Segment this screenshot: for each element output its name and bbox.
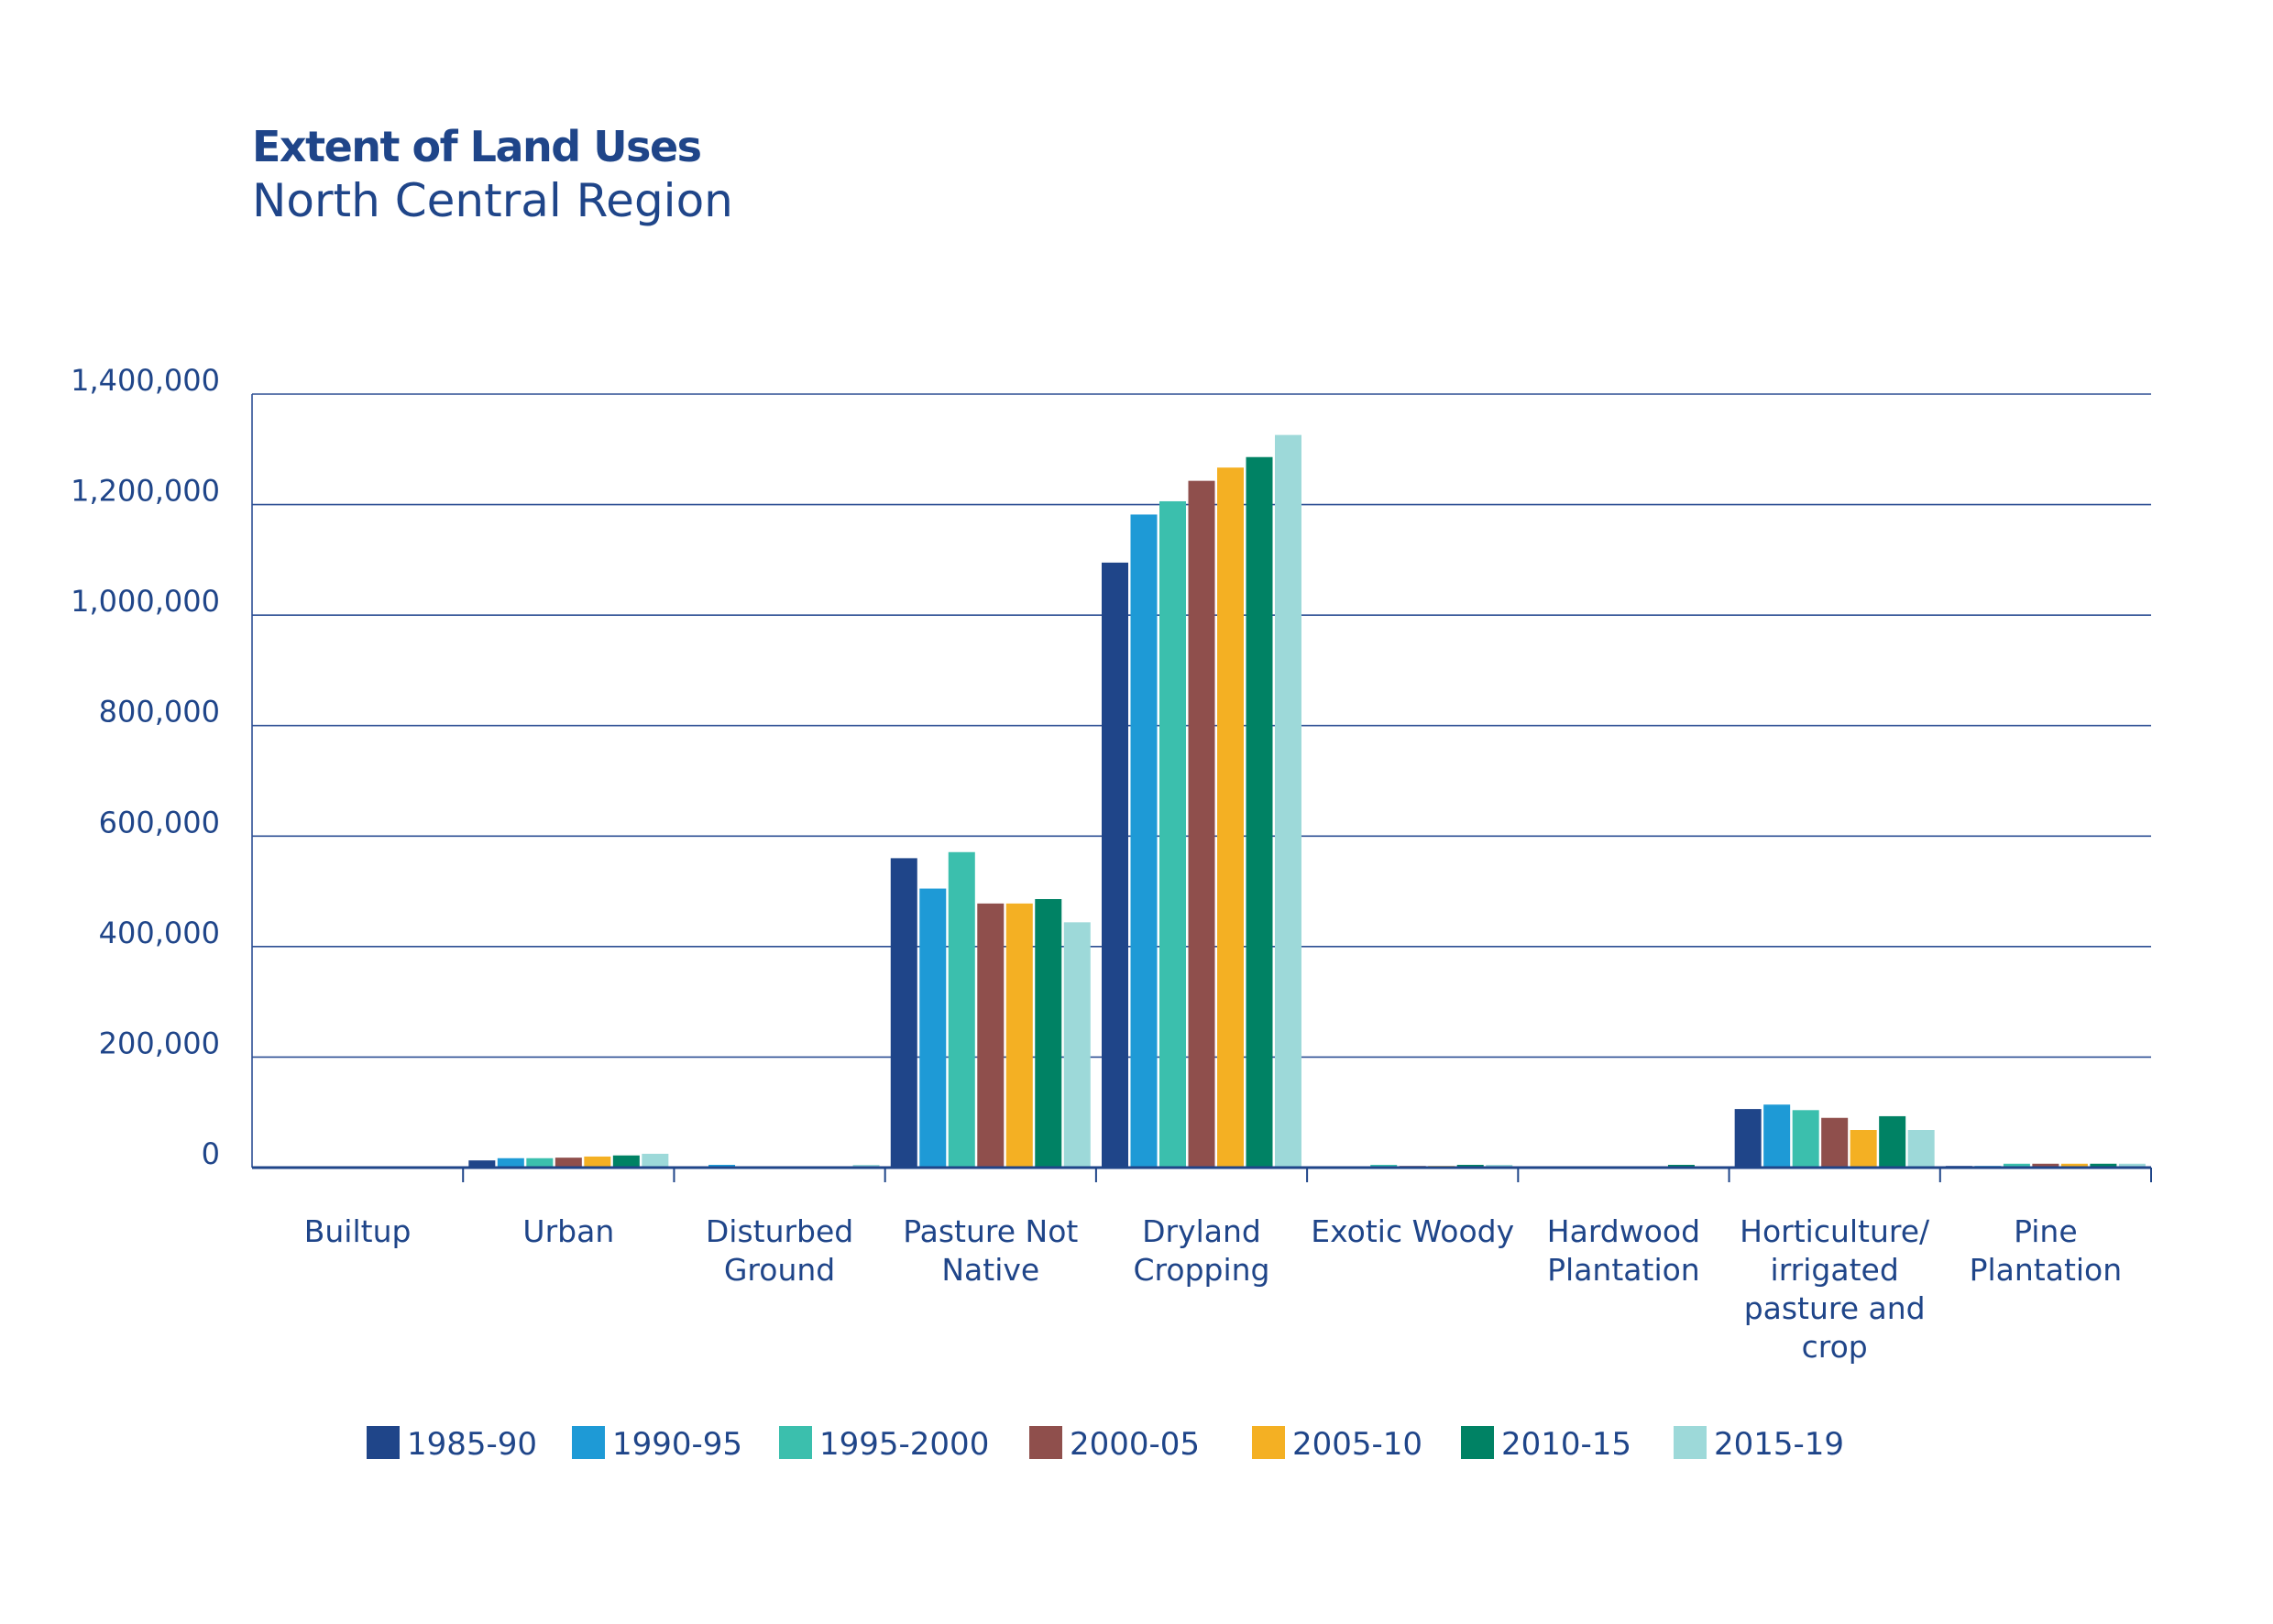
bar-2000-05-1 — [555, 1158, 582, 1168]
bar-1990-95-2 — [708, 1164, 736, 1168]
bar-1995-2000-1 — [526, 1158, 554, 1168]
bar-2010-15-5 — [1456, 1164, 1484, 1168]
bar-2005-10-1 — [584, 1156, 611, 1168]
bar-1995-2000-4 — [1159, 500, 1186, 1168]
legend-swatch — [1674, 1426, 1707, 1459]
legend: 1985-90 1990-95 1995-2000 2000-05 2005-10 201… — [367, 1426, 1844, 1463]
legend-label: 1995-2000 — [819, 1426, 989, 1463]
bar-2010-15-4 — [1246, 456, 1273, 1168]
bar-2000-05-3 — [977, 903, 1005, 1168]
y-tick-label: 600,000 — [99, 805, 220, 839]
legend-swatch — [779, 1426, 812, 1459]
legend-item: 2005-10 — [1252, 1426, 1422, 1463]
bar-1995-2000-8 — [2003, 1163, 2030, 1168]
bar-2010-15-8 — [2090, 1163, 2117, 1168]
bar-1985-90-1 — [468, 1160, 496, 1168]
bar-2015-19-7 — [1907, 1130, 1935, 1168]
bar-2015-19-1 — [642, 1153, 669, 1168]
bar-1990-95-4 — [1130, 514, 1158, 1168]
bar-2015-19-2 — [852, 1164, 880, 1168]
legend-swatch — [572, 1426, 605, 1459]
category-label: Plantation — [1547, 1252, 1700, 1288]
bar-2010-15-6 — [1667, 1164, 1695, 1168]
bar-1985-90-4 — [1102, 562, 1128, 1168]
legend-label: 2010-15 — [1501, 1426, 1631, 1463]
bar-1995-2000-5 — [1370, 1164, 1398, 1168]
category-label: Pasture Not — [903, 1213, 1078, 1249]
category-label: Hardwood — [1547, 1213, 1700, 1249]
y-tick-label: 0 — [202, 1136, 220, 1171]
bar-2010-15-1 — [612, 1155, 640, 1168]
category-label: Native — [941, 1252, 1039, 1288]
category-label: Cropping — [1134, 1252, 1270, 1288]
category-label: pasture and — [1744, 1290, 1926, 1326]
legend-label: 2015-19 — [1714, 1426, 1844, 1463]
bar-2010-15-3 — [1035, 899, 1062, 1168]
chart-subtitle: North Central Region — [252, 174, 733, 227]
legend-label: 2000-05 — [1070, 1426, 1200, 1463]
category-label: Dryland — [1142, 1213, 1261, 1249]
x-axis — [252, 1166, 2152, 1182]
category-label: irrigated — [1771, 1252, 1899, 1288]
category-label: Plantation — [1970, 1252, 2123, 1288]
legend-swatch — [1029, 1426, 1062, 1459]
bar-2015-19-5 — [1486, 1164, 1513, 1168]
legend-item: 2015-19 — [1674, 1426, 1844, 1463]
category-label: Disturbed — [706, 1213, 853, 1249]
legend-swatch — [1252, 1426, 1285, 1459]
y-tick-label: 400,000 — [99, 916, 220, 950]
bar-2015-19-4 — [1275, 434, 1301, 1168]
legend-item: 1990-95 — [572, 1426, 742, 1463]
bar-2000-05-7 — [1821, 1117, 1849, 1168]
legend-item: 2010-15 — [1461, 1426, 1631, 1463]
bar-1985-90-3 — [890, 858, 917, 1168]
legend-label: 1985-90 — [407, 1426, 537, 1463]
category-label: Builtup — [304, 1213, 412, 1249]
category-label: Pine — [2014, 1213, 2078, 1249]
category-label: Exotic Woody — [1311, 1213, 1514, 1249]
y-tick-label: 200,000 — [99, 1026, 220, 1060]
bar-2005-10-3 — [1005, 903, 1033, 1168]
bar-1990-95-7 — [1763, 1104, 1791, 1168]
legend-label: 1990-95 — [612, 1426, 742, 1463]
bar-1985-90-7 — [1734, 1109, 1762, 1168]
category-label: Urban — [522, 1213, 614, 1249]
bar-1990-95-1 — [497, 1158, 524, 1168]
y-tick-label: 800,000 — [99, 695, 220, 730]
legend-item: 1995-2000 — [779, 1426, 989, 1463]
bar-1995-2000-7 — [1792, 1110, 1819, 1168]
category-label: crop — [1802, 1329, 1868, 1365]
bar-2005-10-8 — [2060, 1163, 2088, 1168]
bar-2000-05-4 — [1188, 480, 1215, 1168]
y-tick-label: 1,200,000 — [71, 474, 220, 509]
legend-item: 2000-05 — [1029, 1426, 1200, 1463]
chart-title: Extent of Land Uses — [252, 122, 701, 171]
bar-1995-2000-3 — [948, 851, 975, 1168]
bar-2005-10-7 — [1850, 1130, 1877, 1168]
category-label: Horticulture/ — [1740, 1213, 1930, 1249]
bar-2005-10-4 — [1217, 467, 1244, 1168]
legend-label: 2005-10 — [1292, 1426, 1422, 1463]
y-tick-label: 1,000,000 — [71, 584, 220, 619]
legend-item: 1985-90 — [367, 1426, 537, 1463]
legend-swatch — [1461, 1426, 1494, 1459]
y-axis-ticks: 0 200,000 400,000 600,000 800,000 1,000,000 1,… — [71, 363, 220, 1171]
bar-2015-19-8 — [2118, 1163, 2146, 1168]
bars — [258, 434, 2146, 1168]
legend-swatch — [367, 1426, 400, 1459]
bar-1990-95-3 — [919, 888, 947, 1168]
bar-2015-19-3 — [1063, 922, 1091, 1168]
bar-2010-15-7 — [1879, 1115, 1906, 1168]
bar-2000-05-8 — [2032, 1163, 2059, 1168]
category-label: Ground — [724, 1252, 835, 1288]
y-tick-label: 1,400,000 — [71, 363, 220, 398]
